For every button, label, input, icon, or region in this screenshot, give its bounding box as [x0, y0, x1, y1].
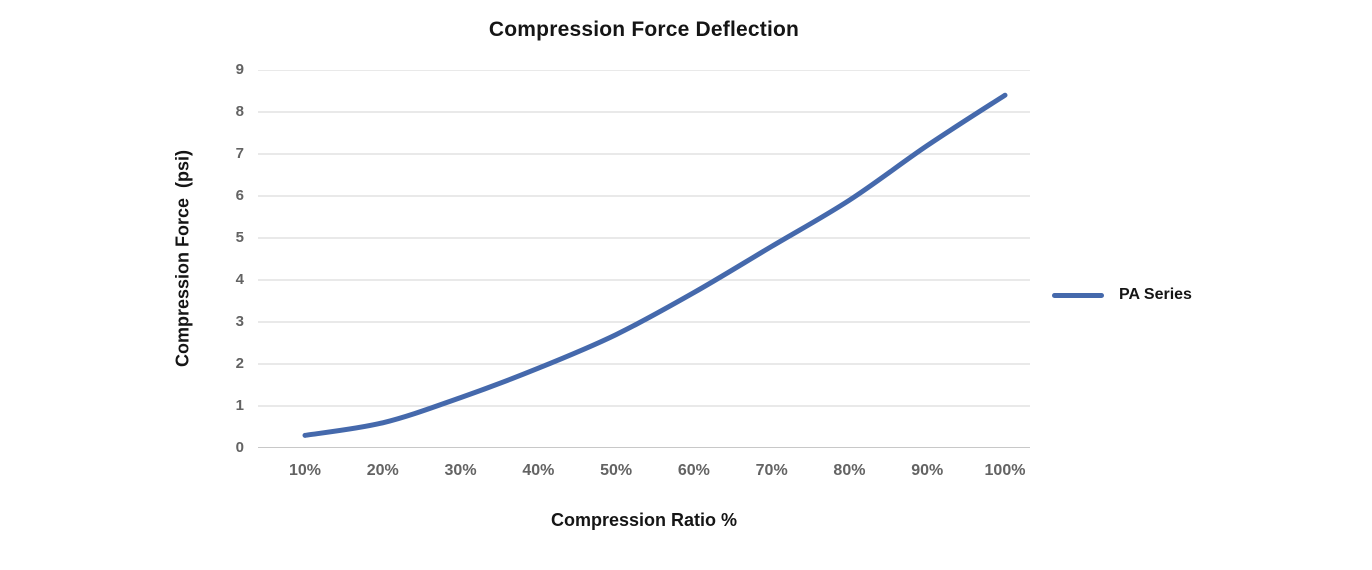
x-axis-title: Compression Ratio %: [550, 510, 738, 530]
y-tick-label: 0: [235, 439, 244, 456]
y-tick-label: 6: [235, 187, 244, 204]
x-tick-label: 80%: [833, 462, 866, 479]
y-tick-label: 3: [235, 313, 244, 330]
y-tick-label: 8: [235, 103, 244, 120]
plot-area: [258, 70, 1030, 448]
legend-line-swatch: [1052, 292, 1104, 298]
y-tick-label: 7: [235, 145, 244, 162]
x-tick-label: 90%: [911, 462, 944, 479]
x-tick-label: 40%: [522, 462, 555, 479]
x-tick-label: 10%: [288, 462, 322, 479]
series-line: [302, 92, 1008, 438]
y-tick-label: 4: [235, 271, 244, 288]
x-tick-label: 20%: [366, 462, 399, 479]
x-tick-label: 50%: [600, 462, 633, 479]
y-tick-label: 2: [235, 355, 244, 372]
legend-label: PA Series: [1119, 286, 1192, 303]
legend: PA Series: [1052, 286, 1192, 304]
y-tick-label: 9: [235, 61, 244, 78]
y-axis-title: Compression Force (psi): [172, 149, 193, 368]
x-tick-label: 30%: [444, 462, 477, 479]
x-tick-label: 70%: [755, 462, 788, 479]
y-tick-label: 1: [235, 397, 244, 414]
chart-title: Compression Force Deflection: [488, 18, 800, 41]
y-tick-label: 5: [235, 229, 244, 246]
x-tick-label: 100%: [984, 462, 1026, 479]
x-tick-label: 60%: [677, 462, 710, 479]
